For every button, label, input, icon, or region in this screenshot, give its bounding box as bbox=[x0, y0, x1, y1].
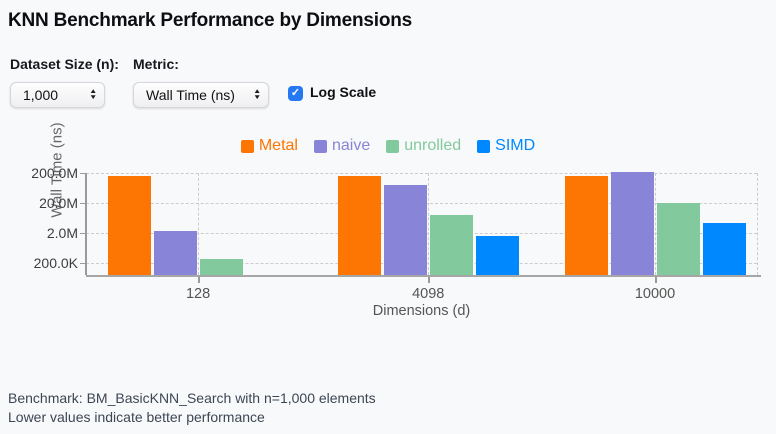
bar-naive-128[interactable] bbox=[153, 230, 197, 275]
dataset-size-select-value: 1,000 bbox=[23, 87, 59, 103]
check-icon: ✓ bbox=[290, 87, 301, 99]
log-scale-checkbox[interactable]: ✓ bbox=[288, 86, 303, 101]
bar-metal-4098[interactable] bbox=[337, 175, 381, 275]
x-axis-label: Dimensions (d) bbox=[372, 303, 471, 319]
footer-benchmark-text: Benchmark: BM_BasicKNN_Search with n=1,0… bbox=[8, 390, 376, 406]
y-tick-mark bbox=[80, 173, 86, 175]
legend-swatch-icon bbox=[477, 139, 491, 153]
metric-select[interactable]: Wall Time (ns) ▲ ▼ bbox=[133, 82, 269, 108]
legend-label: naive bbox=[331, 137, 371, 154]
log-scale-label: Log Scale bbox=[310, 84, 377, 100]
y-tick-label: 20.0M bbox=[39, 195, 78, 212]
gridline bbox=[428, 173, 430, 275]
legend-label: SIMD bbox=[495, 137, 536, 154]
gridline bbox=[198, 173, 200, 275]
metric-select-value: Wall Time (ns) bbox=[146, 87, 235, 103]
x-tick-mark bbox=[655, 277, 657, 283]
bar-unrolled-4098[interactable] bbox=[429, 215, 473, 275]
dataset-size-select[interactable]: 1,000 ▲ ▼ bbox=[10, 82, 105, 108]
bar-unrolled-128[interactable] bbox=[199, 259, 243, 275]
y-tick-label: 200.0M bbox=[31, 165, 78, 182]
y-tick-mark bbox=[80, 203, 86, 205]
gridline bbox=[655, 173, 656, 275]
legend-item-unrolled: unrolled bbox=[386, 137, 461, 155]
legend-label: Metal bbox=[258, 137, 298, 154]
legend-swatch-icon bbox=[313, 139, 327, 153]
y-tick-mark bbox=[80, 233, 86, 235]
x-axis-line bbox=[86, 275, 761, 277]
x-tick-label: 10000 bbox=[634, 286, 676, 302]
bar-naive-10000[interactable] bbox=[610, 172, 654, 275]
legend-item-metal: Metal bbox=[240, 137, 298, 155]
bar-metal-128[interactable] bbox=[107, 175, 151, 275]
gridline bbox=[757, 173, 758, 275]
x-tick-mark bbox=[198, 277, 201, 283]
select-stepper-icon: ▲ ▼ bbox=[252, 87, 261, 102]
x-tick-label: 4098 bbox=[412, 286, 445, 302]
dataset-size-label: Dataset Size (n): bbox=[10, 56, 119, 72]
legend-swatch-icon bbox=[386, 139, 400, 153]
y-tick-label: 200.0K bbox=[33, 255, 78, 272]
bar-chart: Wall Time (ns) Metal naive unrolled SIMD 20… bbox=[0, 115, 776, 345]
down-arrow-icon: ▼ bbox=[88, 94, 97, 101]
up-arrow-icon: ▲ bbox=[252, 87, 261, 95]
y-tick-label: 2.0M bbox=[46, 225, 78, 242]
y-tick-mark bbox=[80, 263, 86, 265]
legend-swatch-icon bbox=[240, 139, 254, 153]
bar-simd-10000[interactable] bbox=[702, 223, 746, 275]
down-arrow-icon: ▼ bbox=[252, 94, 261, 101]
gridline bbox=[86, 173, 757, 175]
bar-simd-4098[interactable] bbox=[475, 235, 519, 275]
legend-item-simd: SIMD bbox=[477, 137, 535, 155]
footer-note-text: Lower values indicate better performance bbox=[8, 409, 265, 425]
select-stepper-icon: ▲ ▼ bbox=[88, 87, 97, 102]
y-axis-line bbox=[85, 173, 87, 275]
bar-unrolled-10000[interactable] bbox=[656, 203, 700, 275]
x-tick-mark bbox=[428, 277, 431, 283]
up-arrow-icon: ▲ bbox=[88, 87, 97, 95]
x-tick-label: 128 bbox=[185, 286, 211, 302]
metric-label: Metric: bbox=[133, 56, 179, 72]
chart-legend: Metal naive unrolled SIMD bbox=[0, 137, 776, 155]
legend-label: unrolled bbox=[404, 137, 462, 154]
legend-item-naive: naive bbox=[313, 137, 371, 155]
bar-metal-10000[interactable] bbox=[564, 175, 608, 275]
page-title: KNN Benchmark Performance by Dimensions bbox=[8, 10, 412, 31]
bar-naive-4098[interactable] bbox=[383, 185, 427, 275]
